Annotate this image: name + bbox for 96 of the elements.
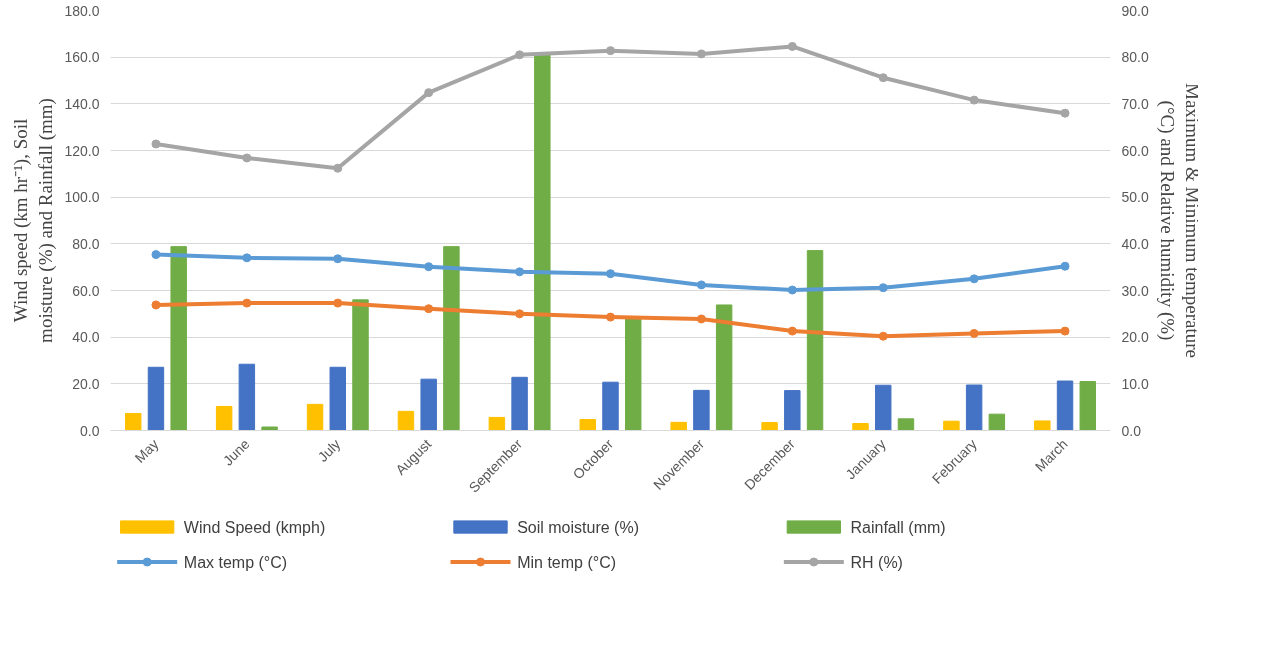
point (424, 88, 434, 98)
point (515, 309, 525, 319)
y2-tick-label: 0.0 (1121, 422, 1142, 439)
bar (306, 403, 324, 431)
point (787, 326, 797, 336)
bar (875, 384, 892, 431)
bar (352, 299, 369, 431)
bar (1034, 420, 1051, 431)
point (1060, 108, 1070, 118)
y2-tick-label: 10.0 (1121, 375, 1149, 392)
legend-label: Wind Speed (kmph) (183, 518, 326, 536)
y-tick-label: 180.0 (64, 2, 100, 19)
y-axis-title: Wind speed (km hr⁻¹), Soil moisture (%) and Rainfall (mm) (10, 98, 58, 343)
point (151, 250, 161, 260)
bar (625, 318, 642, 431)
y2-tick-label: 40.0 (1121, 235, 1149, 252)
y-tick-label: 20.0 (72, 375, 100, 392)
point (787, 285, 797, 295)
point (242, 298, 252, 308)
bar (806, 250, 824, 431)
y2-tick-label: 80.0 (1121, 49, 1149, 66)
y-tick-label: 60.0 (72, 282, 100, 299)
y-tick-label: 140.0 (64, 95, 100, 112)
point (969, 95, 979, 105)
point (333, 163, 343, 173)
bar (261, 426, 278, 431)
point (969, 274, 979, 284)
bar (511, 376, 528, 431)
point (878, 331, 888, 341)
legend-label: Max temp (°C) (183, 553, 288, 571)
bar (602, 381, 619, 431)
point (696, 49, 706, 59)
legend-label: Soil moisture (%) (517, 518, 639, 536)
bar (988, 413, 1006, 431)
legend-label: Rainfall (mm) (850, 518, 946, 536)
bar (579, 419, 596, 431)
bar (965, 384, 983, 431)
point (515, 267, 525, 277)
point (696, 314, 706, 324)
bar (329, 366, 346, 431)
bar (238, 363, 256, 431)
y2-tick-label: 20.0 (1121, 329, 1149, 346)
y2-axis-title: Maximum & Minimum temperature (°C) and Relative humidity (%) (1155, 83, 1203, 358)
point (424, 262, 434, 272)
bar (1079, 381, 1096, 431)
y2-tick-label: 60.0 (1121, 142, 1149, 159)
bar (670, 421, 687, 431)
point (242, 253, 252, 263)
bar (693, 389, 710, 431)
point (333, 298, 343, 308)
y-tick-label: 40.0 (72, 329, 100, 346)
y-tick-label: 100.0 (64, 189, 100, 206)
point (606, 46, 615, 56)
bar (397, 410, 415, 431)
bar (420, 378, 437, 431)
bar (488, 416, 506, 431)
bar (534, 54, 551, 431)
point (787, 41, 797, 51)
point (878, 283, 888, 293)
y-tick-label: 80.0 (72, 235, 100, 252)
point (1060, 326, 1070, 336)
x-tick-label: July (314, 435, 344, 465)
bar (443, 246, 460, 431)
point (151, 139, 161, 149)
point (878, 73, 888, 83)
point (606, 269, 615, 279)
bar (125, 412, 142, 431)
legend-label: Min temp (°C) (517, 553, 617, 571)
y-tick-label: 160.0 (64, 49, 100, 66)
bar (215, 405, 233, 431)
y2-tick-label: 70.0 (1121, 95, 1149, 112)
bar (852, 423, 869, 431)
y2-tick-label: 50.0 (1121, 189, 1149, 206)
point (969, 328, 979, 338)
bar (715, 304, 733, 431)
bar (943, 420, 960, 431)
legend-label: RH (%) (850, 553, 903, 571)
x-tick-label: May (131, 435, 162, 466)
bar (170, 246, 187, 431)
bar (761, 422, 778, 431)
bar (147, 366, 165, 431)
y-tick-label: 0.0 (80, 422, 100, 439)
point (696, 280, 706, 290)
y2-tick-label: 30.0 (1121, 282, 1149, 299)
point (424, 304, 434, 314)
point (333, 254, 343, 264)
point (515, 50, 525, 60)
bar (784, 390, 801, 431)
bar (1056, 380, 1074, 431)
point (606, 312, 615, 322)
point (242, 153, 252, 163)
y-tick-label: 120.0 (64, 142, 100, 159)
point (151, 300, 161, 310)
y2-tick-label: 90.0 (1121, 2, 1149, 19)
bar (897, 418, 915, 431)
point (1060, 261, 1070, 271)
